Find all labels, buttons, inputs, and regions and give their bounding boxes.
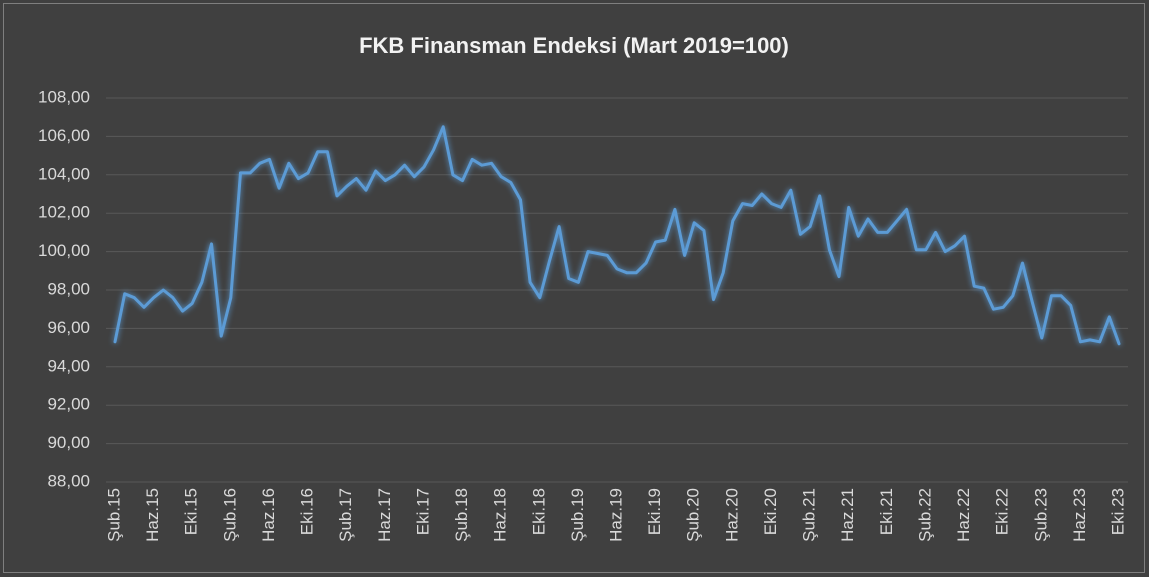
x-tick-label: Şub.18 bbox=[452, 488, 471, 542]
x-tick-label: Haz.15 bbox=[143, 488, 162, 542]
x-tick-label: Şub.16 bbox=[220, 488, 239, 542]
x-tick-label: Haz.20 bbox=[722, 488, 741, 542]
x-tick-label: Şub.20 bbox=[684, 488, 703, 542]
y-tick-label: 92,00 bbox=[47, 395, 90, 414]
y-tick-label: 106,00 bbox=[38, 126, 90, 145]
x-tick-label: Eki.19 bbox=[645, 488, 664, 535]
x-tick-label: Eki.22 bbox=[993, 488, 1012, 535]
x-tick-label: Haz.19 bbox=[606, 488, 625, 542]
x-tick-label: Eki.21 bbox=[877, 488, 896, 535]
x-tick-label: Haz.18 bbox=[491, 488, 510, 542]
y-tick-label: 100,00 bbox=[38, 241, 90, 260]
x-tick-label: Şub.22 bbox=[915, 488, 934, 542]
y-tick-label: 102,00 bbox=[38, 203, 90, 222]
y-tick-label: 90,00 bbox=[47, 433, 90, 452]
y-tick-label: 94,00 bbox=[47, 356, 90, 375]
y-tick-label: 88,00 bbox=[47, 471, 90, 490]
x-tick-label: Eki.23 bbox=[1108, 488, 1127, 535]
y-tick-label: 104,00 bbox=[38, 164, 90, 183]
x-tick-label: Haz.16 bbox=[259, 488, 278, 542]
x-tick-label: Eki.17 bbox=[413, 488, 432, 535]
x-tick-label: Haz.23 bbox=[1070, 488, 1089, 542]
x-tick-label: Haz.22 bbox=[954, 488, 973, 542]
x-tick-label: Eki.16 bbox=[298, 488, 317, 535]
x-tick-label: Şub.23 bbox=[1031, 488, 1050, 542]
data-line bbox=[113, 125, 1121, 346]
x-tick-label: Şub.17 bbox=[336, 488, 355, 542]
x-tick-label: Eki.15 bbox=[182, 488, 201, 535]
chart-title: FKB Finansman Endeksi (Mart 2019=100) bbox=[359, 33, 789, 58]
y-tick-label: 96,00 bbox=[47, 318, 90, 337]
x-tick-label: Eki.18 bbox=[529, 488, 548, 535]
y-tick-label: 98,00 bbox=[47, 279, 90, 298]
y-tick-label: 108,00 bbox=[38, 87, 90, 106]
x-tick-label: Şub.21 bbox=[800, 488, 819, 542]
x-tick-label: Haz.17 bbox=[375, 488, 394, 542]
x-tick-label: Şub.15 bbox=[104, 488, 123, 542]
chart-frame bbox=[3, 3, 1145, 573]
x-tick-label: Şub.19 bbox=[568, 488, 587, 542]
x-tick-label: Haz.21 bbox=[838, 488, 857, 542]
x-tick-label: Eki.20 bbox=[761, 488, 780, 535]
